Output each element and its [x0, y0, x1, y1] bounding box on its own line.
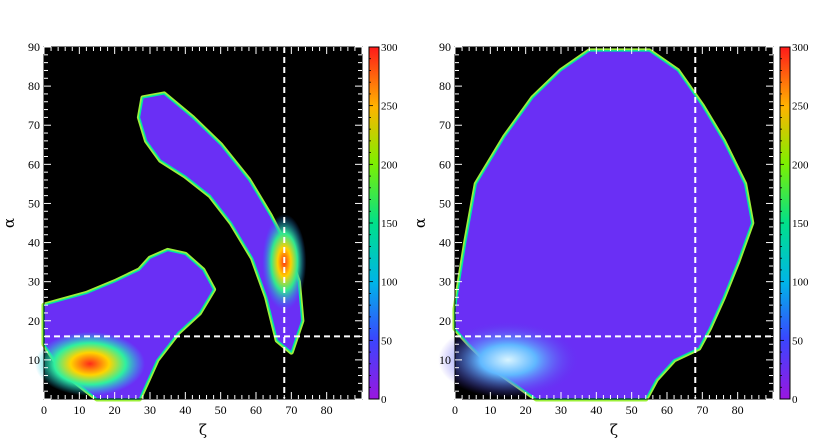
right-y-tick-label: 60	[439, 157, 451, 171]
left-x-tick-label: 80	[321, 403, 333, 417]
left-y-tick-label: 90	[28, 40, 40, 54]
right-y-axis-label: α	[411, 218, 429, 228]
left-x-tick-label: 50	[215, 403, 227, 417]
right-y-tick-label: 40	[439, 236, 451, 250]
left-axis-ticks: 0 10 20 30 40 50 60 70 80 10 20 30 40 50 60 70 80 90	[28, 40, 363, 417]
left-x-axis-label: ζ	[199, 421, 207, 439]
right-colorbar-tick-label: 0	[792, 394, 798, 406]
right-colorbar-tick-label: 150	[792, 218, 809, 230]
left-colorbar-tick-label: 200	[381, 159, 398, 171]
right-y-tick-label: 20	[439, 314, 451, 328]
right-y-tick-label: 30	[439, 275, 451, 289]
right-y-tick-label: 50	[439, 196, 451, 210]
left-region-0-core	[34, 331, 145, 396]
left-y-tick-label: 30	[28, 275, 40, 289]
left-y-tick-label: 60	[28, 157, 40, 171]
right-x-tick-label: 50	[626, 403, 638, 417]
right-y-tick-label: 70	[439, 118, 451, 132]
left-density-regions	[34, 91, 307, 402]
right-x-tick-label: 70	[696, 403, 708, 417]
right-x-tick-label: 20	[520, 403, 532, 417]
right-y-tick-label: 90	[439, 40, 451, 54]
right-x-tick-label: 60	[661, 403, 673, 417]
right-x-tick-label: 10	[484, 403, 496, 417]
left-x-tick-label: 20	[109, 403, 121, 417]
left-colorbar-tick-label: 300	[381, 42, 398, 54]
right-x-tick-label: 30	[555, 403, 567, 417]
right-x-tick-label: 0	[452, 403, 458, 417]
left-y-tick-label: 40	[28, 236, 40, 250]
left-region-1-fill	[138, 93, 303, 353]
left-colorbar-tick-label: 100	[381, 277, 398, 289]
left-colorbar-tick-label: 50	[381, 335, 393, 347]
left-y-tick-label: 10	[28, 353, 40, 367]
right-reference-lines	[455, 47, 773, 399]
left-plot-frame	[43, 46, 363, 400]
right-density-regions	[438, 48, 755, 402]
left-y-tick-label: 20	[28, 314, 40, 328]
right-colorbar-ticks: 0 50 100 150 200 250 300	[780, 42, 809, 406]
right-colorbar-tick-label: 250	[792, 101, 809, 113]
right-plot-frame	[454, 46, 774, 400]
left-reference-lines	[44, 47, 362, 399]
right-y-tick-label: 80	[439, 79, 451, 93]
left-x-tick-label: 30	[144, 403, 156, 417]
right-colorbar-tick-label: 50	[792, 335, 804, 347]
right-colorbar-tick-label: 300	[792, 42, 809, 54]
left-colorbar-tick-label: 150	[381, 218, 398, 230]
left-colorbar-ticks: 0 50 100 150 200 250 300	[369, 42, 398, 406]
left-y-axis-label: α	[0, 218, 18, 228]
left-y-tick-label: 70	[28, 118, 40, 132]
right-colorbar-tick-label: 100	[792, 277, 809, 289]
left-y-tick-label: 80	[28, 79, 40, 93]
right-x-axis-label: ζ	[610, 421, 618, 439]
right-x-tick-label: 80	[732, 403, 744, 417]
left-colorbar-tick-label: 0	[381, 394, 387, 406]
left-x-tick-label: 40	[179, 403, 191, 417]
right-colorbar-tick-label: 200	[792, 159, 809, 171]
left-x-tick-label: 10	[73, 403, 85, 417]
left-x-tick-label: 60	[250, 403, 262, 417]
right-axis-ticks: 0 10 20 30 40 50 60 70 80 10 20 30 40 50 60 70 80 90	[439, 40, 774, 417]
right-region-0-core	[438, 321, 578, 398]
left-x-tick-label: 0	[41, 403, 47, 417]
left-colorbar-tick-label: 250	[381, 101, 398, 113]
left-x-tick-label: 70	[285, 403, 297, 417]
right-x-tick-label: 40	[590, 403, 602, 417]
right-y-tick-label: 10	[439, 353, 451, 367]
left-y-tick-label: 50	[28, 196, 40, 210]
